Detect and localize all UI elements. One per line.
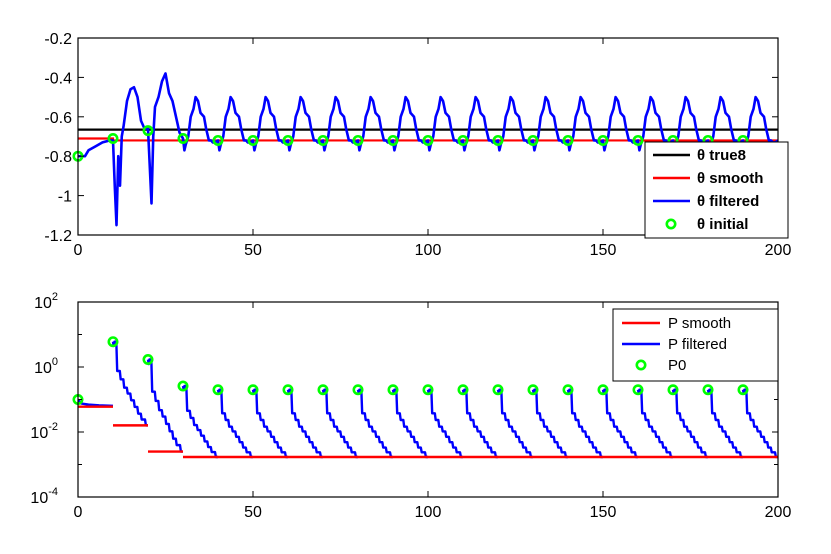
theta-initial-marker xyxy=(632,134,644,146)
top-legend-label: θ true8 xyxy=(697,147,746,164)
p0-marker xyxy=(457,384,469,396)
top-series-layer xyxy=(78,72,778,227)
theta-initial-marker xyxy=(247,134,259,146)
top-y-tick-label: -0.4 xyxy=(44,70,72,87)
series-p-filtered-line xyxy=(251,388,288,459)
series-p-filtered-line xyxy=(741,388,778,459)
p0-marker xyxy=(597,384,609,396)
bottom-legend-label: P filtered xyxy=(668,336,727,353)
top-x-tick-label: 100 xyxy=(415,242,442,259)
bottom-y-tick-exponent: 2 xyxy=(52,291,58,303)
top-x-tick-label: 200 xyxy=(765,242,792,259)
series-p-filtered-line xyxy=(111,340,148,427)
theta-initial-marker xyxy=(282,134,294,146)
bottom-series-layer xyxy=(78,340,778,459)
theta-initial-marker xyxy=(422,134,434,146)
bottom-y-tick-base: 10 xyxy=(34,360,52,377)
theta-initial-marker xyxy=(527,134,539,146)
p0-marker xyxy=(562,384,574,396)
top-x-tick-label: 0 xyxy=(74,242,83,259)
series-p-filtered-line xyxy=(531,388,568,459)
bottom-y-tick-base: 10 xyxy=(34,295,52,312)
series-p-filtered-line xyxy=(146,358,183,453)
p0-marker xyxy=(492,384,504,396)
theta-initial-marker xyxy=(597,134,609,146)
theta-initial-marker xyxy=(142,125,154,137)
top-y-tick-label: -0.6 xyxy=(44,110,72,127)
series-theta-filtered-line xyxy=(78,72,778,227)
theta-initial-marker xyxy=(457,134,469,146)
top-y-tick-label: -1 xyxy=(58,189,72,206)
theta-initial-marker xyxy=(107,132,119,144)
series-p-filtered-line xyxy=(426,388,463,459)
p0-marker xyxy=(212,384,224,396)
bottom-y-tick-label: 100 xyxy=(34,356,58,377)
series-p-filtered-line xyxy=(391,388,428,459)
bottom-x-tick-label: 50 xyxy=(244,504,262,521)
bottom-y-tick-label: 10-4 xyxy=(30,486,58,507)
top-legend-marker xyxy=(665,218,677,230)
p0-marker xyxy=(632,384,644,396)
bottom-x-tick-label: 150 xyxy=(590,504,617,521)
p0-marker xyxy=(422,384,434,396)
bottom-y-tick-exponent: 0 xyxy=(52,356,58,368)
series-p-filtered-line xyxy=(321,388,358,459)
series-p-filtered-line xyxy=(566,388,603,459)
p0-marker xyxy=(527,384,539,396)
bottom-y-tick-base: 10 xyxy=(30,425,48,442)
p0-marker xyxy=(387,384,399,396)
p0-marker xyxy=(142,354,154,366)
theta-initial-marker xyxy=(317,134,329,146)
bottom-legend-label: P smooth xyxy=(668,315,731,332)
series-p-filtered-line xyxy=(706,388,743,459)
series-p-filtered-line xyxy=(356,388,393,459)
top-legend-box xyxy=(644,141,789,239)
top-legend-label: θ smooth xyxy=(697,170,763,187)
p0-marker xyxy=(282,384,294,396)
bottom-x-tick-label: 0 xyxy=(74,504,83,521)
top-x-tick-label: 50 xyxy=(244,242,262,259)
p0-marker xyxy=(667,384,679,396)
p0-marker xyxy=(352,384,364,396)
top-legend-label: θ initial xyxy=(697,216,748,233)
series-p-filtered-line xyxy=(496,388,533,459)
bottom-y-tick-base: 10 xyxy=(30,490,48,507)
bottom-legend-label: P0 xyxy=(668,357,686,374)
theta-initial-marker xyxy=(387,134,399,146)
p0-marker xyxy=(107,336,119,348)
p0-marker xyxy=(737,384,749,396)
bottom-x-tick-label: 100 xyxy=(415,504,442,521)
series-p-filtered-line xyxy=(286,388,323,459)
p0-marker xyxy=(177,380,189,392)
bottom-legend-marker xyxy=(635,359,647,371)
top-y-tick-label: -0.8 xyxy=(44,149,72,166)
series-p-filtered-line xyxy=(461,388,498,459)
bottom-y-tick-label: 102 xyxy=(34,291,58,312)
bottom-y-tick-exponent: -4 xyxy=(48,486,58,498)
bottom-x-tick-label: 200 xyxy=(765,504,792,521)
bottom-y-tick-exponent: -2 xyxy=(48,421,58,433)
series-p-filtered-line xyxy=(216,388,253,459)
theta-initial-marker xyxy=(562,134,574,146)
series-p-filtered-line xyxy=(671,388,708,459)
theta-initial-marker xyxy=(492,134,504,146)
series-p-filtered-line xyxy=(181,384,218,459)
top-axes: 0 50 100 150 200 -1.2 -1 -0.8 -0.6 -0.4 -0.2 θ true… xyxy=(44,31,791,259)
top-x-tick-label: 150 xyxy=(590,242,617,259)
series-p-filtered-line xyxy=(636,388,673,459)
p0-marker xyxy=(317,384,329,396)
theta-initial-marker xyxy=(177,132,189,144)
p0-marker xyxy=(247,384,259,396)
series-p-filtered-line xyxy=(601,388,638,459)
theta-initial-marker xyxy=(212,134,224,146)
top-y-tick-label: -0.2 xyxy=(44,31,72,48)
p0-marker xyxy=(702,384,714,396)
top-y-tick-label: -1.2 xyxy=(44,228,72,245)
theta-initial-marker xyxy=(352,134,364,146)
top-legend-label: θ filtered xyxy=(697,193,759,210)
bottom-y-tick-label: 10-2 xyxy=(30,421,58,442)
